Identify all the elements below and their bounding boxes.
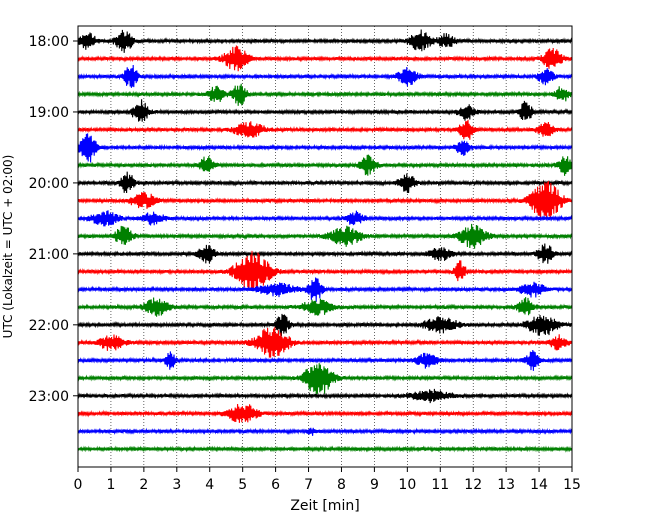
x-tick-label: 12 — [464, 477, 482, 493]
x-tick-label: 11 — [431, 477, 449, 493]
x-tick-label: 10 — [398, 477, 416, 493]
x-tick-label: 14 — [530, 477, 548, 493]
y-tick-label: 19:00 — [29, 105, 69, 121]
trace-row-2100 — [77, 243, 573, 264]
trace-layer — [77, 29, 573, 453]
y-tick-label: 21:00 — [29, 247, 69, 263]
x-tick-label: 13 — [497, 477, 515, 493]
x-tick-label: 4 — [205, 477, 214, 493]
trace-row-2145 — [77, 297, 573, 317]
trace-row-1945 — [77, 154, 573, 176]
x-tick-label: 15 — [563, 477, 581, 493]
x-axis: 0 1 2 3 4 5 6 7 8 9 10 11 12 13 14 15 — [74, 467, 581, 493]
trace-row-2215 — [77, 327, 573, 358]
y-tick-label: 20:00 — [29, 176, 69, 192]
x-tick-label: 0 — [74, 477, 83, 493]
trace-row-2230 — [77, 350, 573, 371]
trace-row-2045 — [77, 223, 573, 249]
trace-row-2200 — [77, 313, 573, 337]
trace-row-1845 — [77, 83, 573, 106]
y-tick-label: 22:00 — [29, 318, 69, 334]
trace-row-2015 — [77, 180, 573, 220]
plot-frame — [77, 25, 573, 468]
trace-row-1930 — [77, 133, 573, 163]
trace-row-2300 — [77, 388, 573, 404]
trace-row-2030 — [77, 210, 573, 227]
trace-row-1830 — [77, 64, 573, 88]
x-tick-label: 6 — [271, 477, 280, 493]
x-axis-label: Zeit [min] — [290, 498, 359, 514]
trace-row-2330 — [77, 427, 573, 436]
trace-row-2000 — [77, 171, 573, 194]
y-tick-label: 23:00 — [29, 389, 69, 405]
x-tick-label: 7 — [304, 477, 313, 493]
trace-row-1815 — [77, 45, 573, 72]
x-tick-label: 8 — [337, 477, 346, 493]
y-axis: 18:00 19:00 20:00 21:00 22:00 23:00 — [29, 34, 78, 405]
x-tick-label: 3 — [172, 477, 181, 493]
trace-row-2345 — [77, 445, 573, 453]
trace-row-1800 — [77, 29, 573, 53]
x-tick-label: 2 — [139, 477, 148, 493]
trace-row-2245 — [77, 363, 573, 395]
trace-row-1915 — [77, 119, 573, 140]
x-tick-label: 9 — [370, 477, 379, 493]
trace-row-2130 — [77, 277, 573, 302]
y-tick-label: 18:00 — [29, 34, 69, 50]
x-tick-label: 5 — [238, 477, 247, 493]
trace-row-2315 — [77, 403, 573, 423]
x-tick-label: 1 — [106, 477, 115, 493]
y-axis-label: UTC (Lokalzeit = UTC + 02:00) — [1, 155, 15, 339]
trace-row-1900 — [77, 99, 573, 122]
trace-row-2115 — [77, 250, 573, 291]
